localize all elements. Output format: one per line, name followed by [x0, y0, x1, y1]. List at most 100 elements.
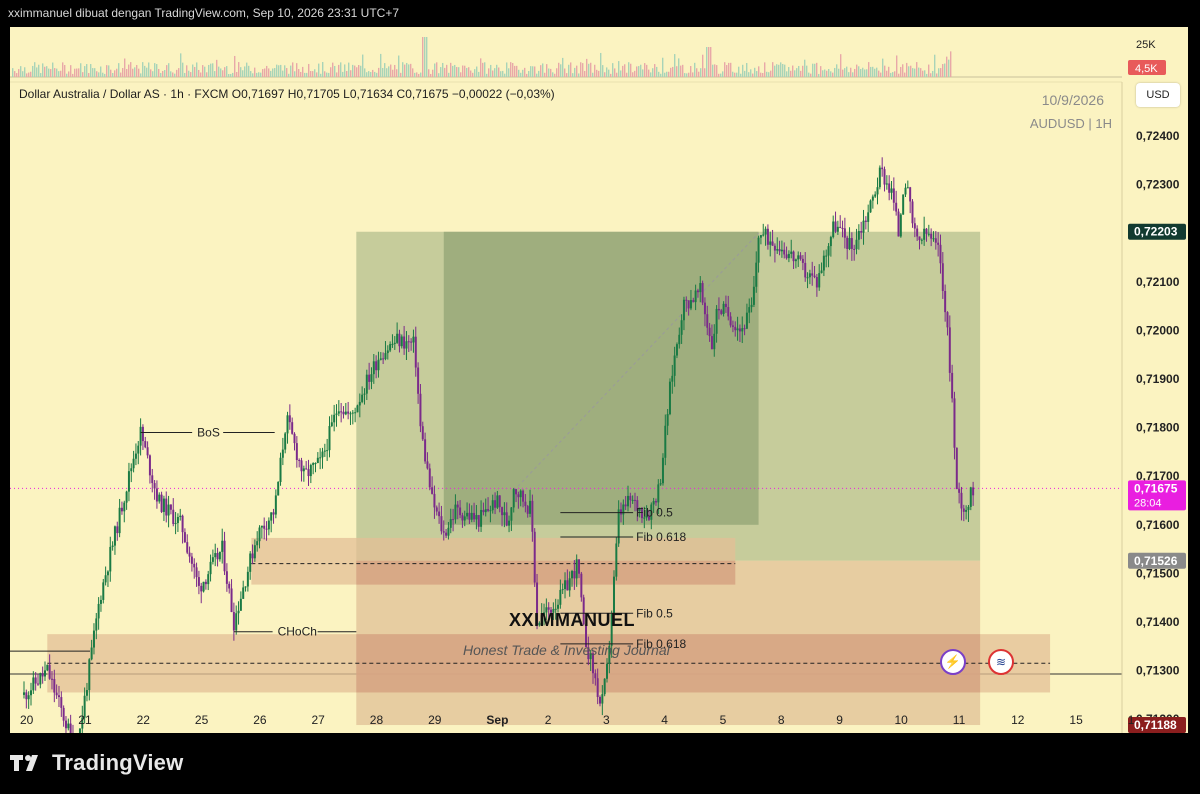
- chart-area[interactable]: 25K 4,5K BoS CHoCh Fib 0.5 Fib 0.618 Fib 0.5 Fi…: [10, 27, 1188, 733]
- volume-bar: [90, 64, 92, 77]
- candle-body: [328, 426, 331, 451]
- candle-body: [783, 249, 786, 255]
- volume-bar: [336, 72, 338, 77]
- volume-bar: [766, 71, 768, 77]
- volume-bar: [72, 73, 74, 77]
- volume-axis-label: 25K: [1136, 39, 1156, 51]
- volume-bar: [472, 72, 474, 77]
- volume-bar: [812, 63, 814, 77]
- volume-bar: [194, 66, 196, 77]
- currency-button[interactable]: USD: [1136, 83, 1180, 107]
- volume-bar: [216, 59, 218, 77]
- candle-body: [134, 453, 137, 459]
- volume-bar: [508, 68, 510, 77]
- volume-bar: [476, 66, 478, 77]
- volume-bar: [412, 68, 414, 77]
- time-tick-label: 28: [370, 713, 384, 727]
- candle-body: [195, 567, 198, 578]
- volume-bar: [102, 72, 104, 77]
- candle-body: [650, 504, 653, 520]
- volume-bar: [668, 71, 670, 77]
- candle-body: [202, 581, 205, 592]
- price-chart[interactable]: 25K 4,5K BoS CHoCh Fib 0.5 Fib 0.618 Fib 0.5 Fi…: [10, 27, 1188, 733]
- candle-body: [750, 304, 753, 308]
- volume-bar: [104, 73, 106, 77]
- candle-body: [221, 540, 224, 552]
- candle-body: [165, 498, 168, 516]
- volume-bar: [634, 70, 636, 77]
- volume-bar: [796, 68, 798, 77]
- candle-body: [955, 447, 958, 490]
- volume-bar: [252, 73, 254, 77]
- volume-bar: [646, 64, 648, 77]
- candle-body: [393, 342, 396, 344]
- volume-bar: [778, 64, 780, 77]
- candle-body: [190, 556, 193, 564]
- candle-body: [846, 237, 849, 249]
- candle-body: [951, 372, 954, 399]
- candle-body: [748, 307, 751, 313]
- volume-bar: [750, 69, 752, 77]
- volume-bar: [484, 62, 486, 77]
- candle-body: [358, 401, 361, 406]
- volume-bar: [664, 72, 666, 77]
- candle-body: [876, 187, 879, 195]
- volume-bar: [520, 72, 522, 77]
- volume-bar: [594, 64, 596, 77]
- volume-bar: [656, 66, 658, 77]
- volume-bar: [744, 70, 746, 77]
- volume-bar: [578, 73, 580, 77]
- volume-bar: [950, 51, 952, 77]
- us-flag-icon[interactable]: ≋: [988, 649, 1014, 675]
- candle-body: [312, 463, 315, 466]
- candle-body: [822, 255, 825, 271]
- volume-bar: [522, 69, 524, 77]
- volume-bar: [436, 62, 438, 77]
- lightning-icon[interactable]: ⚡: [940, 649, 966, 675]
- volume-bar: [292, 62, 294, 77]
- candle-body: [323, 450, 326, 452]
- volume-bar: [580, 62, 582, 77]
- price-label-countdown: 28:04: [1134, 497, 1162, 509]
- volume-bar: [860, 68, 862, 77]
- candle-body: [874, 194, 877, 197]
- volume-bar: [80, 63, 82, 77]
- volume-bar: [558, 62, 560, 77]
- candle-body: [92, 630, 95, 648]
- volume-bar: [198, 69, 200, 77]
- candle-body: [937, 242, 940, 245]
- candle-body: [370, 374, 373, 382]
- volume-bar: [140, 73, 142, 77]
- volume-bar: [486, 73, 488, 77]
- volume-bar: [688, 72, 690, 77]
- volume-bar: [922, 70, 924, 77]
- candle-body: [321, 451, 324, 458]
- volume-bar: [378, 67, 380, 77]
- volume-bar: [314, 69, 316, 77]
- candle-body: [678, 334, 681, 345]
- time-tick-label: 4: [661, 713, 668, 727]
- volume-bar: [228, 73, 230, 77]
- candle-body: [281, 449, 284, 458]
- volume-bar: [112, 73, 114, 77]
- volume-bar: [548, 68, 550, 77]
- candle-body: [260, 525, 263, 528]
- candle-body: [958, 489, 961, 493]
- time-tick-label: 29: [428, 713, 442, 727]
- volume-bar: [846, 66, 848, 77]
- volume-bar: [226, 66, 228, 77]
- time-tick-label: 9: [836, 713, 843, 727]
- volume-bar: [148, 62, 150, 77]
- volume-bar: [888, 66, 890, 77]
- volume-bar: [376, 72, 378, 77]
- volume-bar: [596, 69, 598, 77]
- candle-body: [365, 374, 368, 394]
- volume-bar: [774, 65, 776, 77]
- zone-green-dark: [443, 231, 759, 525]
- candle-body: [188, 552, 191, 557]
- volume-bar: [874, 68, 876, 77]
- volume-bar: [528, 71, 530, 77]
- volume-bar: [108, 65, 110, 77]
- candle-body: [850, 238, 853, 249]
- zone-red: [356, 560, 736, 585]
